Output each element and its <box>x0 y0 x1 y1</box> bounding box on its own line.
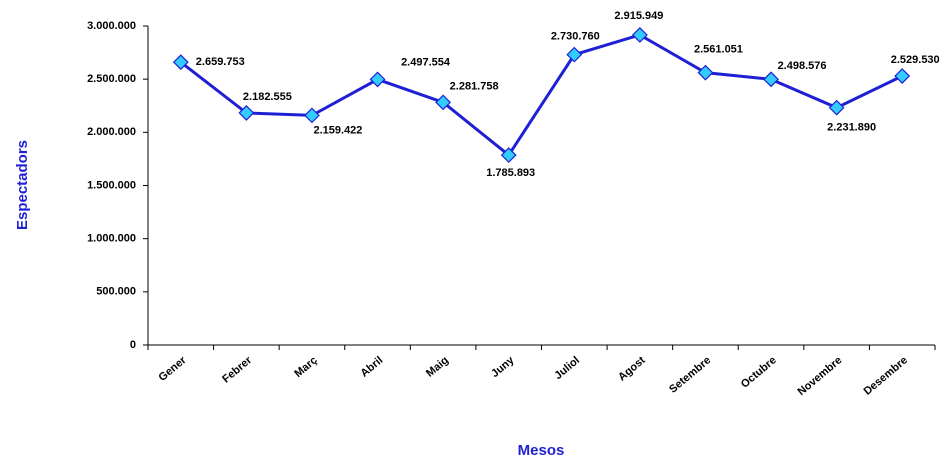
value-label: 2.561.051 <box>694 44 743 56</box>
x-tick-label: Octubre <box>739 354 779 390</box>
x-tick-label: Setembre <box>667 354 713 395</box>
value-label: 2.659.753 <box>196 56 245 68</box>
value-label: 2.730.760 <box>551 31 600 43</box>
value-label: 2.159.422 <box>313 124 362 136</box>
marker <box>172 54 189 71</box>
marker <box>763 71 779 88</box>
x-tick-label: Juliol <box>552 354 582 382</box>
x-tick-label: Novembre <box>795 354 844 398</box>
x-tick-label: Gener <box>157 354 190 384</box>
x-tick-label: Agost <box>616 354 648 383</box>
marker <box>304 107 320 124</box>
value-label: 1.785.893 <box>486 167 535 179</box>
x-tick-label: Abril <box>358 354 385 379</box>
x-tick-label: Maig <box>424 354 451 379</box>
y-tick-label: 2.000.000 <box>87 126 136 138</box>
marker <box>500 147 517 164</box>
y-tick-label: 500.000 <box>96 286 136 298</box>
y-axis-title: Espectadors <box>14 140 31 230</box>
y-tick-label: 1.500.000 <box>87 179 136 191</box>
x-tick-label: Febrer <box>220 354 254 386</box>
x-tick-label: Març <box>292 354 319 380</box>
x-tick-label: Desembre <box>862 354 910 397</box>
line <box>179 33 903 158</box>
marker <box>828 99 845 116</box>
value-label: 2.182.555 <box>243 91 292 103</box>
marker <box>697 64 714 81</box>
value-label: 2.231.890 <box>827 122 876 134</box>
marker <box>369 71 386 88</box>
x-tick-label: Juny <box>489 354 517 380</box>
y-tick-label: 2.500.000 <box>87 73 136 85</box>
marker <box>566 46 583 63</box>
value-label: 2.281.758 <box>450 80 499 92</box>
value-label: 2.498.576 <box>778 60 827 72</box>
y-tick-label: 1.000.000 <box>87 233 136 245</box>
value-label: 2.529.530 <box>891 54 940 66</box>
x-axis-title: Mesos <box>518 442 565 459</box>
marker <box>435 94 452 111</box>
value-label: 2.497.554 <box>401 56 451 68</box>
marker <box>894 68 911 84</box>
y-tick-label: 3.000.000 <box>87 20 136 32</box>
value-label: 2.915.949 <box>614 10 663 22</box>
marker <box>631 27 648 43</box>
marker <box>238 105 255 121</box>
y-tick-label: 0 <box>130 339 136 351</box>
